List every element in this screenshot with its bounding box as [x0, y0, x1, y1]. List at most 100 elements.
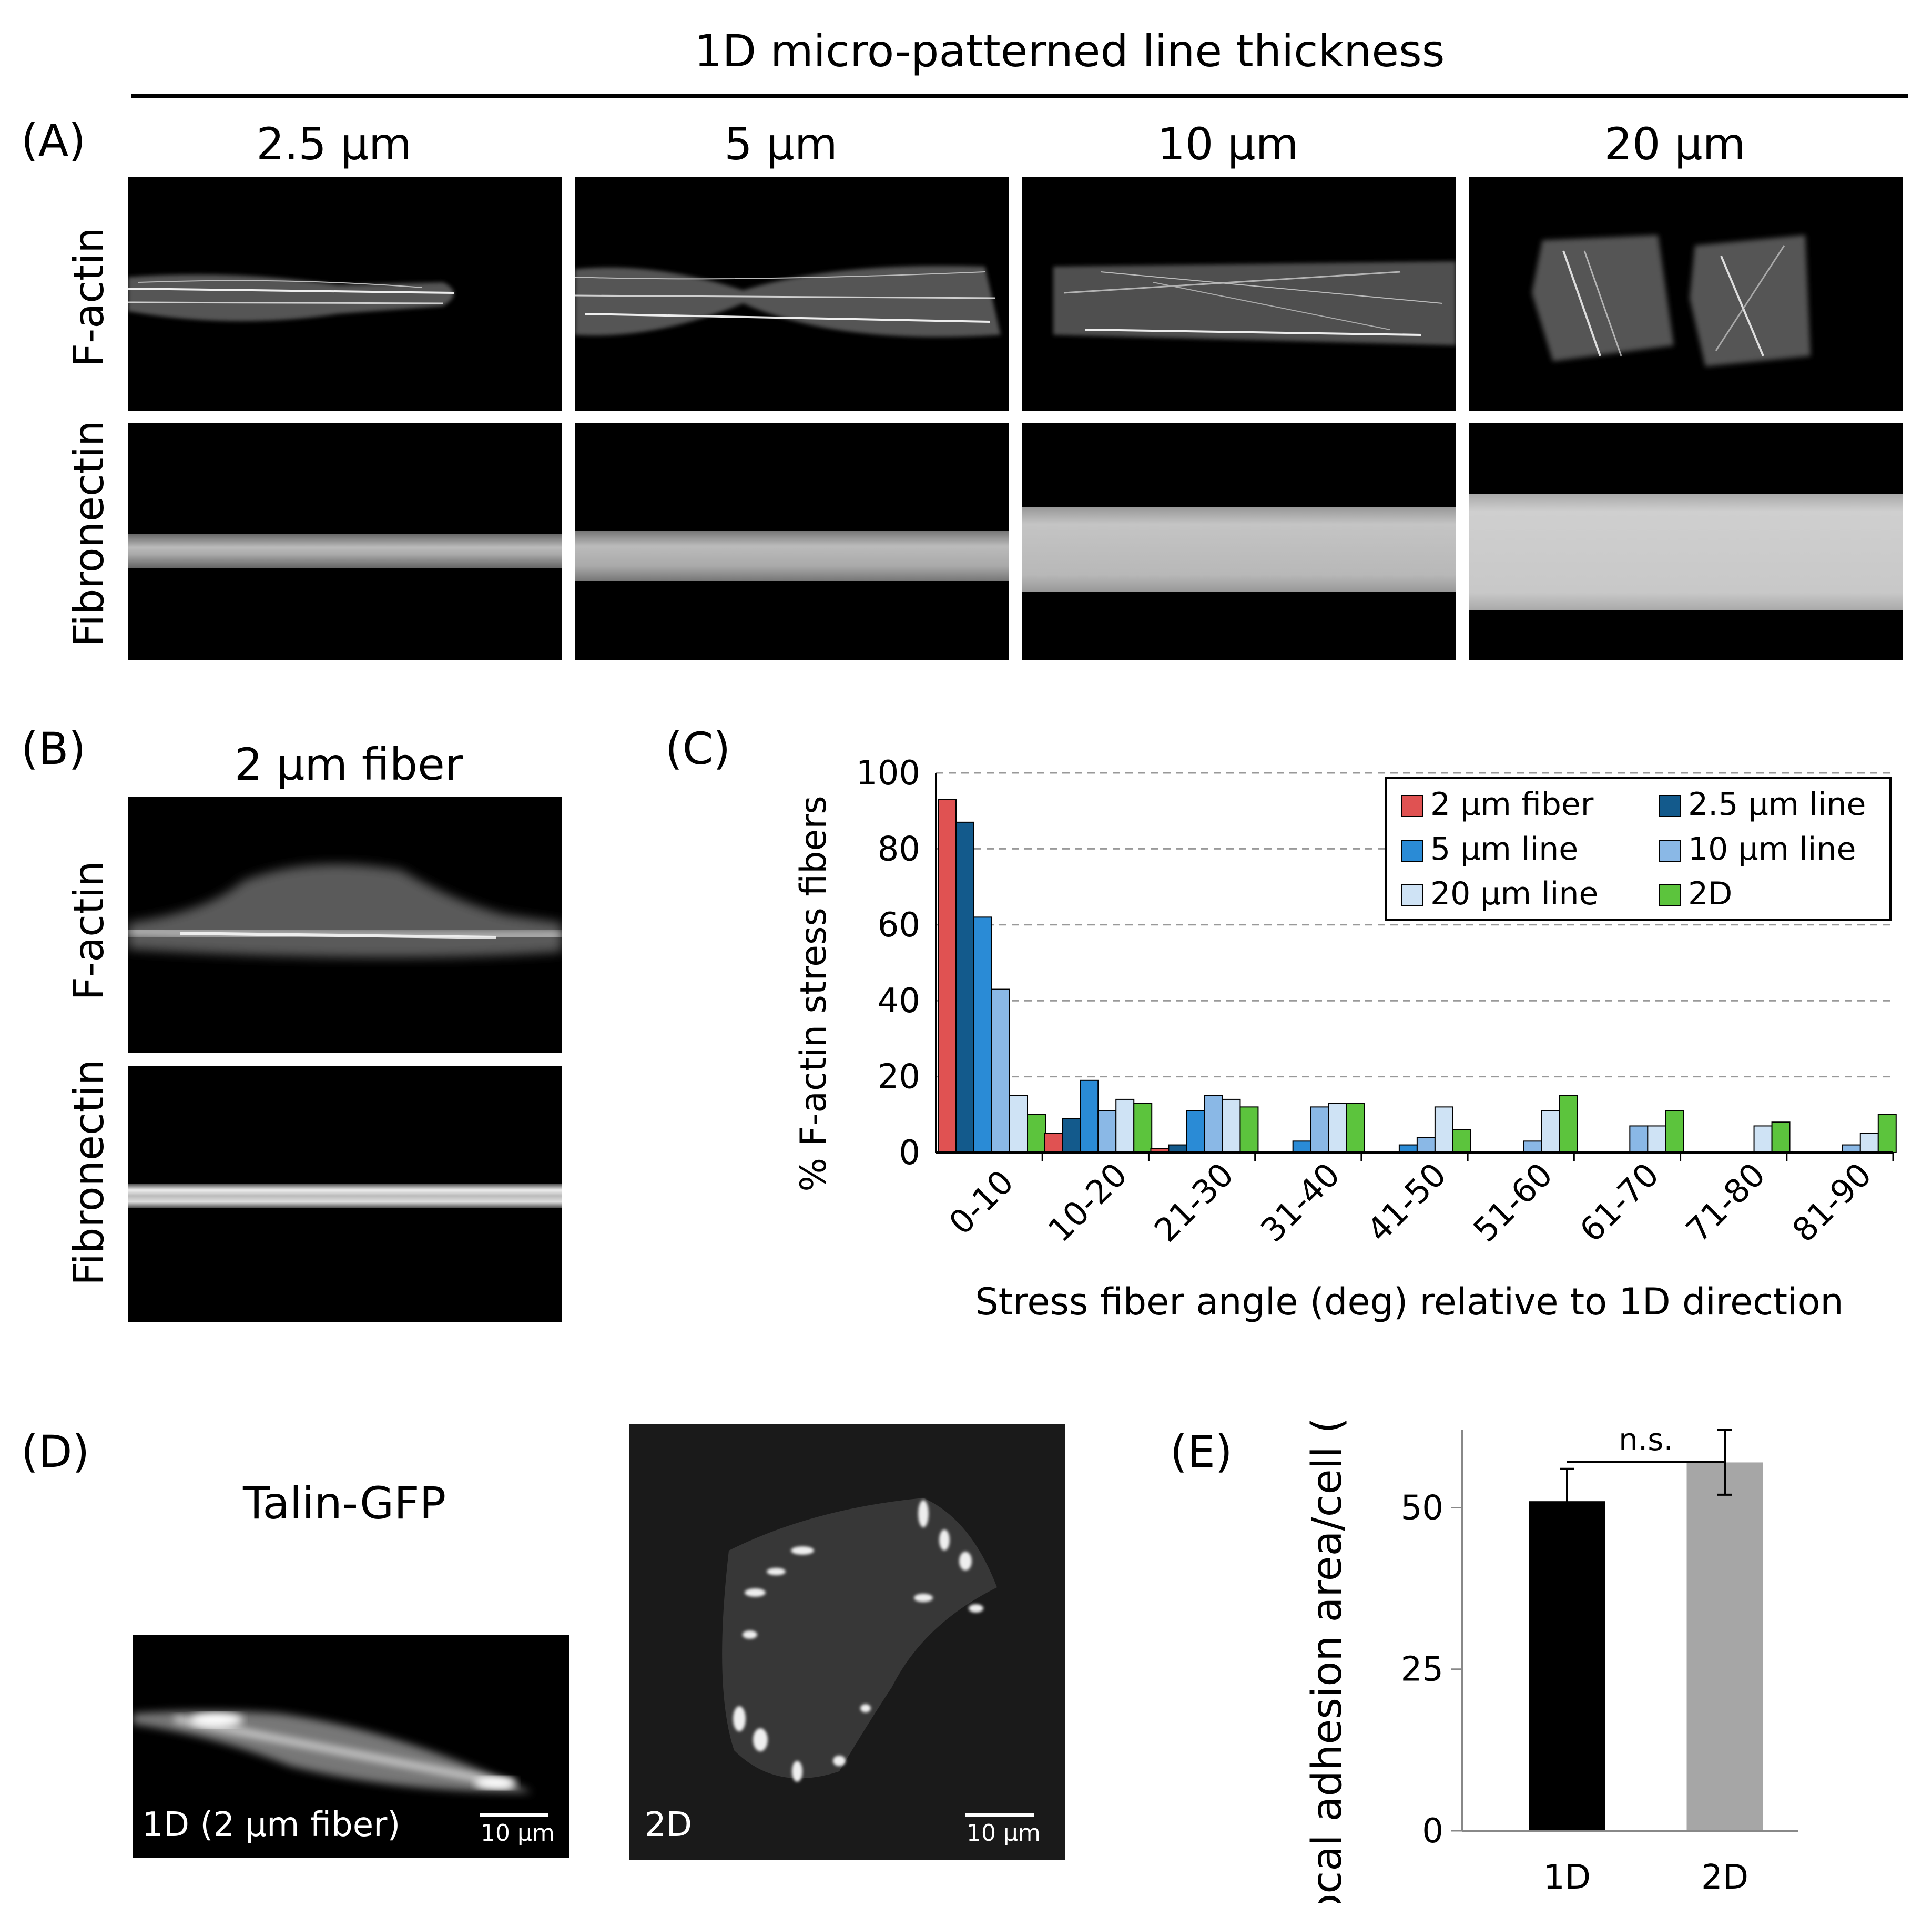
- bar-2-μm-fiber-0-10: [938, 799, 957, 1154]
- y-tick-label: 80: [878, 830, 920, 869]
- x-tick-label: 21-30: [1147, 1155, 1241, 1249]
- micrograph-b-factin: [128, 797, 562, 1053]
- header-rule: [131, 94, 1908, 98]
- bar-5-μm-line-0-10: [973, 916, 992, 1153]
- bar-10-μm-line-51-60: [1523, 1140, 1542, 1154]
- micrograph-a-factin-10um: [1022, 177, 1456, 411]
- bar-2.5-μm-line-0-10: [955, 821, 974, 1154]
- micrograph-a-factin-20um: [1469, 177, 1903, 411]
- bar-10-μm-line-21-30: [1204, 1095, 1223, 1154]
- col-label-10um: 10 μm: [1157, 118, 1299, 170]
- panel-e-label: (E): [1170, 1426, 1233, 1477]
- legend-label: 2 μm fiber: [1430, 786, 1594, 823]
- panel-b-row-label-f-actin: F-actin: [66, 861, 113, 1001]
- x-tick-label: 81-90: [1785, 1155, 1879, 1249]
- bar-2-μm-fiber-10-20: [1044, 1133, 1063, 1154]
- bar-2D-41-50: [1452, 1129, 1471, 1153]
- micrograph-d-1d-talin: 1D (2 μm fiber) 10 μm: [133, 1635, 569, 1858]
- bar-10-μm-line-41-50: [1416, 1137, 1436, 1153]
- e-y-tick-label: 50: [1401, 1488, 1443, 1527]
- bar-10-μm-line-61-70: [1629, 1125, 1649, 1154]
- chart-c-x-axis-label: Stress fiber angle (deg) relative to 1D …: [975, 1280, 1844, 1323]
- col-label-5um: 5 μm: [724, 118, 838, 170]
- chart-c-y-axis-label: % F-actin stress fibers: [793, 796, 835, 1191]
- x-tick-label: 51-60: [1466, 1155, 1560, 1249]
- bar-5-μm-line-41-50: [1398, 1144, 1418, 1153]
- scalebar-1d-label: 10 μm: [481, 1820, 555, 1847]
- y-tick-label: 20: [878, 1058, 920, 1097]
- bar-2D-21-30: [1239, 1106, 1259, 1153]
- x-tick-label: 41-50: [1359, 1155, 1453, 1249]
- bar-2D-81-90: [1877, 1114, 1897, 1153]
- x-tick-label: 0-10: [941, 1162, 1021, 1242]
- scalebar-2d-label: 10 μm: [967, 1820, 1041, 1847]
- micrograph-a-factin-5um: [575, 177, 1009, 411]
- bar-10-μm-line-0-10: [991, 988, 1010, 1153]
- micrograph-a-fibronectin-10um: [1022, 423, 1456, 660]
- col-label-2-5um: 2.5 μm: [256, 118, 412, 170]
- bar-5-μm-line-21-30: [1186, 1110, 1205, 1154]
- bar-20-μm-line-81-90: [1859, 1133, 1879, 1154]
- focal-adhesion-chart: 0 25 50 1D 2D Focal adhesion area/cell (μm²…: [1304, 1420, 1798, 1903]
- bar-20-μm-line-71-80: [1753, 1125, 1773, 1154]
- legend-swatch: [1401, 840, 1423, 862]
- micrograph-d-2d-caption: 2D: [645, 1806, 692, 1844]
- figure-header-title: 1D micro-patterned line thickness: [694, 25, 1445, 77]
- micrograph-b-fibronectin: [128, 1066, 562, 1322]
- row-label-f-actin: F-actin: [66, 227, 113, 367]
- y-tick-label: 0: [899, 1134, 920, 1172]
- bar-2D-31-40: [1346, 1103, 1365, 1154]
- micrograph-a-fibronectin-2-5um: [128, 423, 562, 660]
- x-tick-label: 61-70: [1572, 1155, 1666, 1249]
- panel-a-label: (A): [21, 115, 86, 166]
- legend-box: [1385, 777, 1892, 921]
- chart-e-y-axis-label: Focal adhesion area/cell (μm²): [1304, 1420, 1351, 1903]
- bar-2D-0-10: [1027, 1114, 1046, 1153]
- e-y-tick-label: 25: [1401, 1650, 1443, 1689]
- bar-2D-10-20: [1133, 1103, 1153, 1154]
- micrograph-a-fibronectin-20um: [1469, 423, 1903, 660]
- x-tick-label: 31-40: [1253, 1155, 1347, 1249]
- e-x-tick-label: 1D: [1543, 1858, 1591, 1897]
- legend-label: 5 μm line: [1430, 831, 1578, 868]
- scalebar-1d: [480, 1813, 548, 1817]
- micrograph-a-factin-2-5um: [128, 177, 562, 411]
- panel-b-label: (B): [21, 723, 86, 774]
- col-label-20um: 20 μm: [1604, 118, 1746, 170]
- bar-10-μm-line-10-20: [1097, 1110, 1117, 1154]
- e-y-tick-label: 0: [1422, 1812, 1443, 1851]
- bar-20-μm-line-61-70: [1647, 1125, 1666, 1154]
- bar-20-μm-line-21-30: [1222, 1098, 1241, 1153]
- legend-swatch: [1659, 840, 1681, 862]
- legend-swatch: [1401, 884, 1423, 906]
- panel-d-label: (D): [21, 1426, 90, 1477]
- bar-2D-61-70: [1665, 1110, 1684, 1154]
- legend-label: 2D: [1688, 875, 1732, 912]
- bar-5-μm-line-10-20: [1080, 1079, 1099, 1153]
- bar-2D-71-80: [1771, 1121, 1791, 1153]
- y-tick-label: 100: [856, 757, 920, 793]
- micrograph-a-fibronectin-5um: [575, 423, 1009, 660]
- legend-label: 10 μm line: [1688, 831, 1856, 868]
- panel-d-title: Talin-GFP: [243, 1477, 446, 1529]
- legend-label: 2.5 μm line: [1688, 786, 1866, 823]
- bar-20-μm-line-10-20: [1115, 1098, 1135, 1153]
- panel-c-label: (C): [665, 723, 731, 774]
- scalebar-2d: [965, 1813, 1034, 1817]
- bar-20-μm-line-0-10: [1009, 1095, 1028, 1154]
- micrograph-d-2d-talin: 2D 10 μm: [629, 1424, 1065, 1860]
- bar-2.5-μm-line-21-30: [1168, 1144, 1187, 1153]
- micrograph-d-1d-caption: 1D (2 μm fiber): [142, 1806, 401, 1844]
- bar-20-μm-line-31-40: [1328, 1103, 1347, 1154]
- y-tick-label: 40: [878, 982, 920, 1021]
- bar-1D: [1529, 1501, 1605, 1831]
- bar-2D: [1686, 1462, 1763, 1831]
- bar-10-μm-line-81-90: [1842, 1144, 1861, 1153]
- legend-swatch: [1659, 884, 1681, 906]
- significance-label: n.s.: [1619, 1422, 1673, 1457]
- bar-20-μm-line-41-50: [1434, 1106, 1453, 1153]
- stress-fiber-chart: 0 20 40 60 80 100 0-10 10-20 21-30 31-40 41-50 51-…: [793, 757, 1897, 1323]
- bar-5-μm-line-31-40: [1292, 1140, 1311, 1154]
- legend-swatch: [1659, 795, 1681, 817]
- row-label-fibronectin: Fibronectin: [66, 420, 113, 647]
